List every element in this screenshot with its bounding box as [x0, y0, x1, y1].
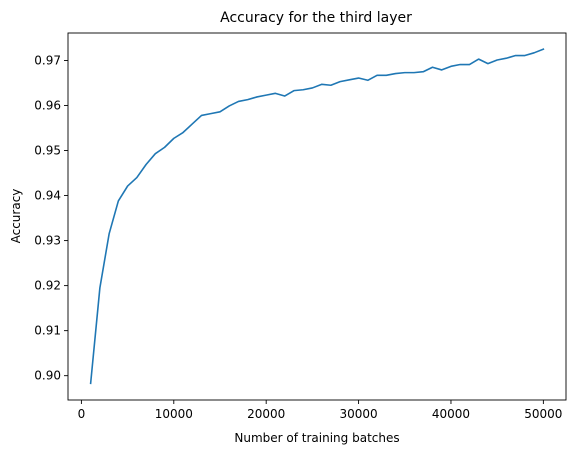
data-point — [118, 200, 120, 202]
y-tick-label: 0.94 — [34, 189, 61, 203]
data-point — [164, 147, 166, 149]
data-point — [358, 77, 360, 79]
data-point — [506, 57, 508, 59]
y-tick-label: 0.96 — [34, 98, 61, 112]
data-point — [256, 96, 258, 98]
y-tick-label: 0.90 — [34, 369, 61, 383]
data-point — [330, 84, 332, 86]
y-axis-label: Accuracy — [9, 189, 23, 244]
data-point — [173, 138, 175, 140]
data-point — [99, 287, 101, 289]
data-point — [533, 52, 535, 54]
data-point — [432, 66, 434, 68]
data-point — [284, 95, 286, 97]
data-point — [136, 177, 138, 179]
data-point — [395, 73, 397, 75]
y-tick-label: 0.95 — [34, 144, 61, 158]
data-point — [367, 79, 369, 81]
y-tick-label: 0.91 — [34, 324, 61, 338]
data-point — [293, 90, 295, 92]
data-point — [191, 123, 193, 125]
x-tick-label: 10000 — [155, 407, 193, 421]
y-tick-label: 0.93 — [34, 234, 61, 248]
data-point — [515, 55, 517, 57]
x-tick-label: 0 — [78, 407, 86, 421]
data-point — [219, 111, 221, 113]
data-point — [339, 81, 341, 83]
data-point — [145, 164, 147, 166]
data-point — [108, 233, 110, 235]
data-point — [182, 132, 184, 134]
data-point — [478, 58, 480, 60]
data-point — [201, 115, 203, 117]
data-point — [376, 75, 378, 77]
data-point — [413, 72, 415, 74]
y-tick-label: 0.97 — [34, 53, 61, 67]
x-tick-label: 50000 — [524, 407, 562, 421]
x-tick-label: 30000 — [339, 407, 377, 421]
data-point — [404, 72, 406, 74]
data-point — [312, 87, 314, 89]
data-point — [155, 153, 157, 155]
data-point — [321, 84, 323, 86]
data-point — [543, 48, 545, 50]
y-tick-label: 0.92 — [34, 279, 61, 293]
x-tick-label: 20000 — [247, 407, 285, 421]
x-axis-label: Number of training batches — [234, 431, 399, 445]
y-axis-ticks: 0.90 0.91 0.92 0.93 0.94 0.95 0.96 0.97 — [34, 53, 68, 383]
data-point — [90, 383, 92, 385]
data-point — [487, 63, 489, 65]
x-axis-ticks: 0 10000 20000 30000 40000 50000 — [78, 400, 562, 421]
data-point — [302, 89, 304, 91]
data-point — [459, 64, 461, 66]
data-point — [247, 99, 249, 101]
plot-frame — [67, 32, 567, 401]
data-point — [469, 64, 471, 66]
accuracy-line — [89, 48, 545, 385]
data-point — [496, 59, 498, 61]
data-point — [524, 55, 526, 57]
data-point — [349, 79, 351, 81]
data-point — [265, 94, 267, 96]
data-point — [275, 93, 277, 95]
data-point — [210, 113, 212, 115]
data-point — [441, 69, 443, 71]
chart-title: Accuracy for the third layer — [220, 10, 412, 26]
data-point — [127, 185, 129, 187]
x-tick-label: 40000 — [432, 407, 470, 421]
data-point — [238, 101, 240, 103]
plot-area — [68, 33, 566, 400]
data-point — [228, 105, 230, 107]
data-point — [422, 71, 424, 73]
data-point — [385, 75, 387, 77]
data-point — [450, 66, 452, 68]
